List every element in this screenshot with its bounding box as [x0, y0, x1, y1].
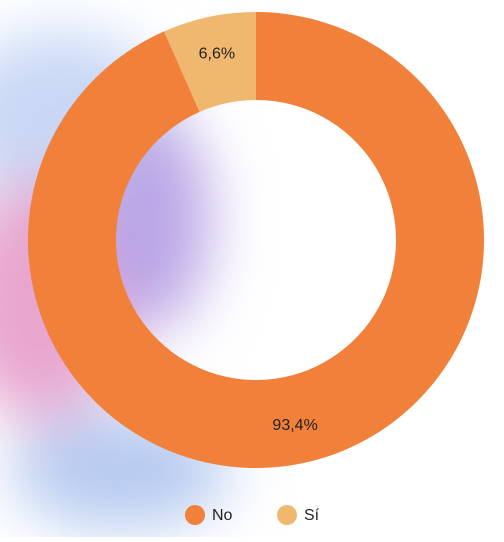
data-label: 6,6%	[199, 45, 235, 62]
legend-swatch	[277, 505, 297, 525]
legend-label: No	[212, 507, 233, 524]
legend-label: Sí	[304, 507, 320, 524]
donut-slice	[27, 12, 485, 468]
legend: No Sí	[185, 505, 320, 525]
legend-swatch	[185, 505, 205, 525]
donut: 93,4% 6,6%	[27, 12, 485, 468]
donut-slice	[164, 12, 256, 112]
data-label: 93,4%	[272, 417, 317, 434]
